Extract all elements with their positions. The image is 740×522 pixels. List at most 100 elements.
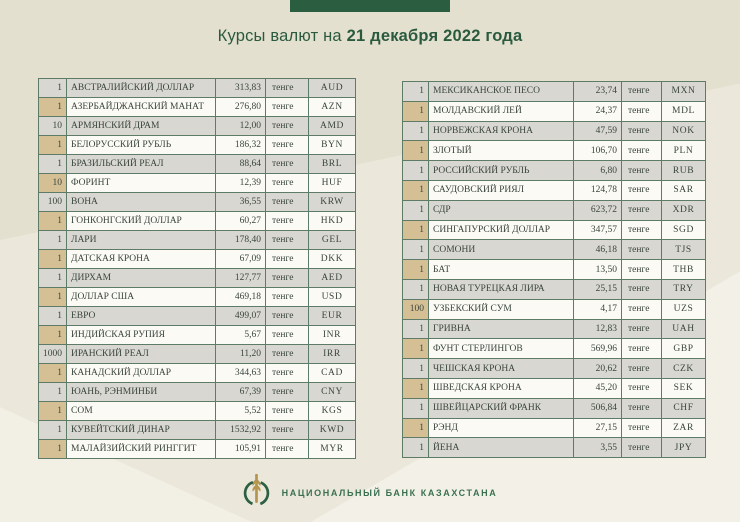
cell-qty: 1 bbox=[38, 249, 67, 269]
cell-rate: 27,15 bbox=[573, 417, 622, 439]
cell-rate: 6,80 bbox=[573, 160, 622, 181]
table-row: 1 АВСТРАЛИЙСКИЙ ДОЛЛАР 313,83 тенге AUD bbox=[38, 78, 356, 98]
table-row: 1 КУВЕЙТСКИЙ ДИНАР 1532,92 тенге KWD bbox=[38, 420, 356, 440]
cell-unit: тенге bbox=[265, 97, 309, 117]
cell-name: ВОНА bbox=[66, 192, 216, 212]
table-row: 1 ЙЕНА 3,55 тенге JPY bbox=[402, 437, 706, 459]
cell-code: MYR bbox=[308, 439, 356, 459]
cell-name: ЮАНЬ, РЭНМИНБИ bbox=[66, 382, 216, 402]
cell-name: ЧЕШСКАЯ КРОНА bbox=[428, 358, 574, 379]
cell-code: CHF bbox=[661, 397, 706, 419]
page-title-prefix: Курсы валют на bbox=[217, 27, 347, 45]
cell-rate: 178,40 bbox=[215, 230, 266, 250]
cell-name: РЭНД bbox=[428, 417, 574, 439]
table-row: 1 ЧЕШСКАЯ КРОНА 20,62 тенге CZK bbox=[402, 358, 706, 379]
cell-unit: тенге bbox=[265, 363, 309, 383]
cell-qty: 1 bbox=[38, 230, 67, 250]
cell-unit: тенге bbox=[621, 417, 662, 439]
table-row: 1 МАЛАЙЗИЙСКИЙ РИНГГИТ 105,91 тенге MYR bbox=[38, 439, 356, 459]
cell-code: HKD bbox=[308, 211, 356, 231]
cell-unit: тенге bbox=[621, 338, 662, 360]
cell-name: ФОРИНТ bbox=[66, 173, 216, 193]
cell-name: СДР bbox=[428, 199, 574, 221]
cell-code: HUF bbox=[308, 173, 356, 193]
cell-qty: 1 bbox=[402, 81, 429, 102]
cell-code: USD bbox=[308, 287, 356, 307]
cell-name: АВСТРАЛИЙСКИЙ ДОЛЛАР bbox=[66, 78, 216, 98]
table-row: 1 ДИРХАМ 127,77 тенге AED bbox=[38, 268, 356, 288]
cell-unit: тенге bbox=[621, 377, 662, 399]
cell-qty: 1 bbox=[402, 417, 429, 439]
table-row: 1 ШВЕДСКАЯ КРОНА 45,20 тенге SEK bbox=[402, 377, 706, 399]
cell-code: RUB bbox=[661, 160, 706, 181]
table-row: 1 САУДОВСКИЙ РИЯЛ 124,78 тенге SAR bbox=[402, 179, 706, 201]
cell-rate: 105,91 bbox=[215, 439, 266, 459]
cell-code: IRR bbox=[308, 344, 356, 364]
cell-name: НОВАЯ ТУРЕЦКАЯ ЛИРА bbox=[428, 278, 574, 300]
cell-unit: тенге bbox=[621, 298, 662, 320]
cell-qty: 1 bbox=[402, 437, 429, 459]
cell-qty: 1 bbox=[38, 268, 67, 288]
cell-unit: тенге bbox=[265, 249, 309, 269]
cell-rate: 506,84 bbox=[573, 397, 622, 419]
cell-rate: 124,78 bbox=[573, 179, 622, 201]
table-row: 1 КАНАДСКИЙ ДОЛЛАР 344,63 тенге CAD bbox=[38, 363, 356, 383]
cell-rate: 88,64 bbox=[215, 154, 266, 174]
cell-unit: тенге bbox=[265, 78, 309, 98]
cell-name: ДИРХАМ bbox=[66, 268, 216, 288]
cell-qty: 1 bbox=[402, 338, 429, 360]
cell-rate: 20,62 bbox=[573, 358, 622, 379]
cell-rate: 24,37 bbox=[573, 100, 622, 122]
emblem-green-ring bbox=[243, 480, 269, 506]
table-row: 1 БРАЗИЛЬСКИЙ РЕАЛ 88,64 тенге BRL bbox=[38, 154, 356, 174]
national-bank-logo-icon bbox=[243, 473, 269, 506]
cell-rate: 5,67 bbox=[215, 325, 266, 345]
cell-qty: 1 bbox=[38, 78, 67, 98]
cell-rate: 186,32 bbox=[215, 135, 266, 155]
table-row: 1000 ИРАНСКИЙ РЕАЛ 11,20 тенге IRR bbox=[38, 344, 356, 364]
cell-code: UZS bbox=[661, 298, 706, 320]
table-row: 1 ДОЛЛАР США 469,18 тенге USD bbox=[38, 287, 356, 307]
header-green-tab bbox=[290, 0, 450, 12]
cell-code: SGD bbox=[661, 219, 706, 241]
cell-unit: тенге bbox=[265, 325, 309, 345]
cell-name: САУДОВСКИЙ РИЯЛ bbox=[428, 179, 574, 201]
cell-rate: 13,50 bbox=[573, 259, 622, 280]
cell-qty: 1 bbox=[402, 100, 429, 122]
cell-name: БАТ bbox=[428, 259, 574, 280]
cell-rate: 25,15 bbox=[573, 278, 622, 300]
cell-name: ФУНТ СТЕРЛИНГОВ bbox=[428, 338, 574, 360]
cell-name: БРАЗИЛЬСКИЙ РЕАЛ bbox=[66, 154, 216, 174]
cell-code: CAD bbox=[308, 363, 356, 383]
cell-unit: тенге bbox=[265, 344, 309, 364]
cell-qty: 1 bbox=[38, 97, 67, 117]
cell-code: AZN bbox=[308, 97, 356, 117]
cell-name: ДОЛЛАР США bbox=[66, 287, 216, 307]
cell-name: ИРАНСКИЙ РЕАЛ bbox=[66, 344, 216, 364]
cell-unit: тенге bbox=[265, 420, 309, 440]
page-title: Курсы валют на 21 декабря 2022 года bbox=[0, 27, 740, 46]
table-row: 1 СДР 623,72 тенге XDR bbox=[402, 199, 706, 221]
cell-name: ШВЕЙЦАРСКИЙ ФРАНК bbox=[428, 397, 574, 419]
bank-name: НАЦИОНАЛЬНЫЙ БАНК КАЗАХСТАНА bbox=[281, 488, 498, 498]
cell-code: SAR bbox=[661, 179, 706, 201]
cell-qty: 1 bbox=[38, 439, 67, 459]
cell-name: ШВЕДСКАЯ КРОНА bbox=[428, 377, 574, 399]
cell-qty: 1 bbox=[402, 179, 429, 201]
cell-code: BRL bbox=[308, 154, 356, 174]
cell-name: КУВЕЙТСКИЙ ДИНАР bbox=[66, 420, 216, 440]
cell-rate: 569,96 bbox=[573, 338, 622, 360]
table-row: 1 ДАТСКАЯ КРОНА 67,09 тенге DKK bbox=[38, 249, 356, 269]
cell-rate: 623,72 bbox=[573, 199, 622, 221]
cell-name: ЙЕНА bbox=[428, 437, 574, 459]
cell-qty: 1 bbox=[402, 397, 429, 419]
cell-code: CNY bbox=[308, 382, 356, 402]
cell-qty: 100 bbox=[38, 192, 67, 212]
cell-rate: 276,80 bbox=[215, 97, 266, 117]
cell-code: KWD bbox=[308, 420, 356, 440]
cell-unit: тенге bbox=[265, 287, 309, 307]
cell-qty: 1 bbox=[38, 325, 67, 345]
cell-unit: тенге bbox=[621, 160, 662, 181]
table-row: 1 ФУНТ СТЕРЛИНГОВ 569,96 тенге GBP bbox=[402, 338, 706, 360]
cell-qty: 1 bbox=[402, 160, 429, 181]
